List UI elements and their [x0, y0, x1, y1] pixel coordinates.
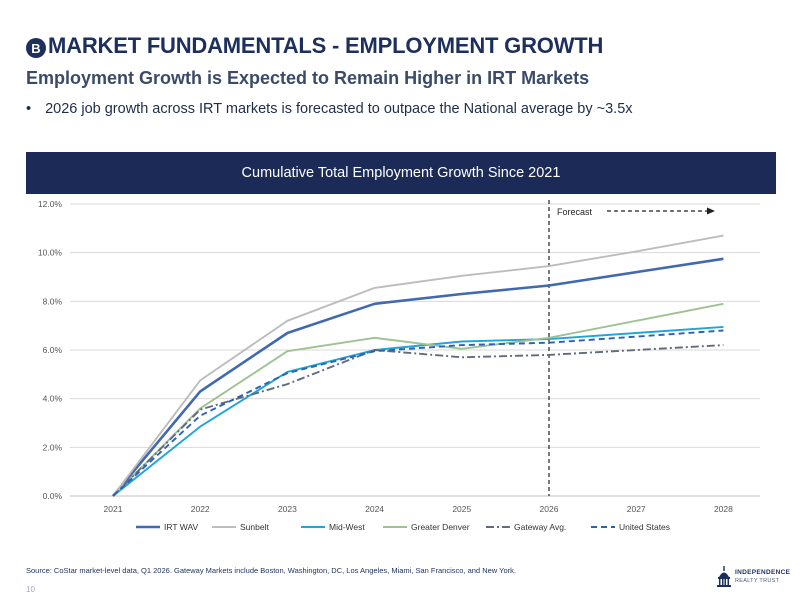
x-tick-label: 2021 — [104, 504, 123, 514]
bullet-point: • 2026 job growth across IRT markets is … — [26, 101, 633, 117]
x-tick-label: 2027 — [627, 504, 646, 514]
y-tick-label: 6.0% — [43, 345, 63, 355]
series-line-gateway-avg — [112, 344, 724, 497]
y-tick-label: 0.0% — [43, 491, 63, 501]
series-line-irt-wav — [112, 257, 724, 497]
page-subtitle: Employment Growth is Expected to Remain … — [26, 68, 590, 88]
y-tick-label: 2.0% — [43, 442, 63, 452]
series-line-sunbelt — [112, 234, 724, 497]
capitol-dome-icon — [717, 566, 731, 587]
section-badge: B — [26, 38, 46, 58]
x-tick-label: 2023 — [278, 504, 297, 514]
y-tick-label: 10.0% — [38, 248, 63, 258]
x-tick-label: 2022 — [191, 504, 210, 514]
x-tick-label: 2028 — [714, 504, 733, 514]
page-number: 10 — [26, 585, 35, 594]
bullet-text: 2026 job growth across IRT markets is fo… — [45, 101, 633, 117]
x-tick-label: 2024 — [365, 504, 384, 514]
legend-label: Gateway Avg. — [514, 522, 566, 532]
logo-line-1: INDEPENDENCE — [735, 569, 791, 576]
company-logo: INDEPENDENCE REALTY TRUST — [716, 565, 796, 589]
bullet-symbol: • — [26, 101, 32, 117]
y-tick-label: 12.0% — [38, 199, 63, 209]
legend-label: Mid-West — [329, 522, 365, 532]
series-line-mid-west — [112, 325, 724, 497]
legend-label: Sunbelt — [240, 522, 269, 532]
forecast-label: Forecast — [557, 207, 593, 217]
legend-label: Greater Denver — [411, 522, 470, 532]
forecast-arrow-head — [707, 207, 715, 215]
x-tick-label: 2025 — [452, 504, 471, 514]
series-line-united-states — [112, 329, 724, 497]
chart-header: Cumulative Total Employment Growth Since… — [26, 152, 776, 194]
source-note: Source: CoStar market-level data, Q1 202… — [26, 566, 516, 575]
page-title: MARKET FUNDAMENTALS - EMPLOYMENT GROWTH — [48, 33, 604, 58]
chart-header-label: Cumulative Total Employment Growth Since… — [241, 165, 561, 181]
y-tick-label: 4.0% — [43, 394, 63, 404]
y-tick-label: 8.0% — [43, 296, 63, 306]
legend-label: United States — [619, 522, 670, 532]
x-tick-label: 2026 — [540, 504, 559, 514]
legend-label: IRT WAV — [164, 522, 198, 532]
logo-line-2: REALTY TRUST — [735, 578, 780, 584]
series-line-greater-denver — [112, 302, 724, 497]
employment-growth-chart: 0.0% 2.0% 4.0% 6.0% 8.0% 10.0% 12.0% 2021 2022 20… — [38, 199, 760, 532]
